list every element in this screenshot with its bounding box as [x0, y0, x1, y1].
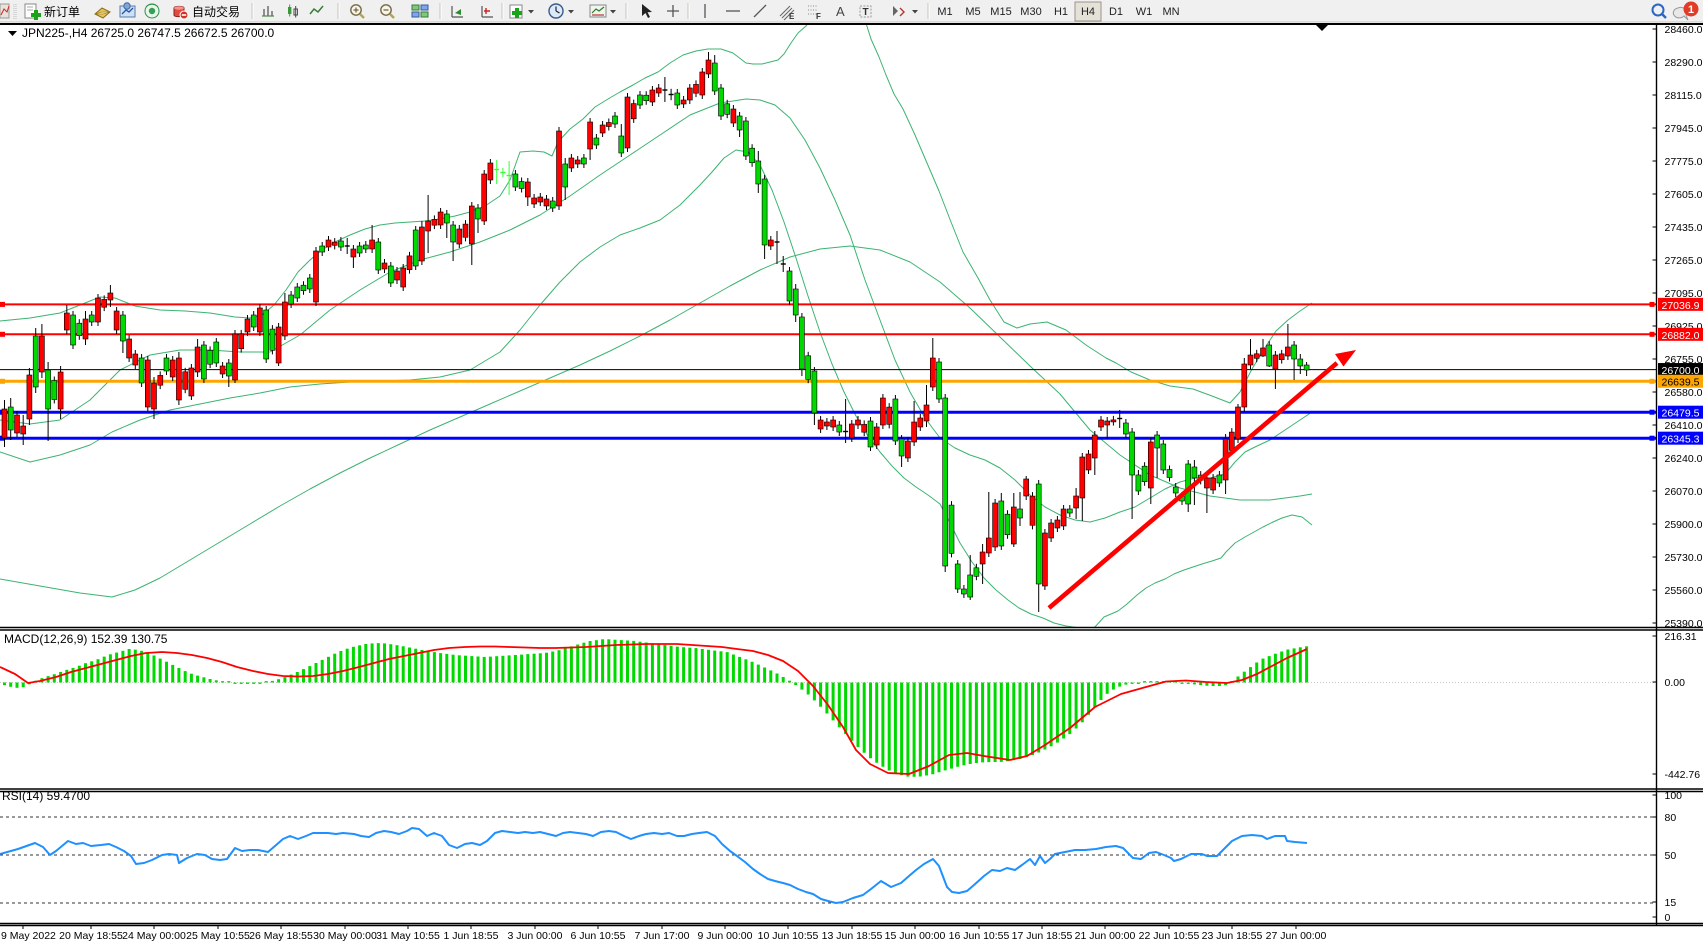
svg-text:1: 1: [1688, 4, 1694, 16]
svg-text:W1: W1: [1136, 6, 1153, 18]
svg-text:9 Jun 00:00: 9 Jun 00:00: [698, 930, 753, 941]
svg-text:216.31: 216.31: [1665, 631, 1697, 643]
svg-text:H4: H4: [1081, 6, 1095, 18]
svg-text:26 May 18:55: 26 May 18:55: [249, 930, 313, 941]
svg-text:30 May 00:00: 30 May 00:00: [313, 930, 377, 941]
svg-text:M15: M15: [990, 6, 1011, 18]
svg-text:26639.5: 26639.5: [1662, 377, 1700, 389]
svg-text:26240.0: 26240.0: [1665, 453, 1703, 465]
svg-text:27435.0: 27435.0: [1665, 222, 1703, 234]
svg-text:15 Jun 00:00: 15 Jun 00:00: [885, 930, 946, 941]
svg-text:17 Jun 18:55: 17 Jun 18:55: [1012, 930, 1073, 941]
svg-text:M30: M30: [1020, 6, 1041, 18]
svg-text:15: 15: [1665, 897, 1677, 909]
svg-text:25730.0: 25730.0: [1665, 552, 1703, 564]
svg-text:D1: D1: [1109, 6, 1123, 18]
svg-text:1 Jun 18:55: 1 Jun 18:55: [444, 930, 499, 941]
svg-text:13 Jun 18:55: 13 Jun 18:55: [822, 930, 883, 941]
svg-text:26070.0: 26070.0: [1665, 486, 1703, 498]
svg-text:24 May 00:00: 24 May 00:00: [122, 930, 186, 941]
svg-text:0.00: 0.00: [1665, 677, 1686, 689]
svg-text:9 May 2022: 9 May 2022: [1, 930, 56, 941]
svg-text:28290.0: 28290.0: [1665, 57, 1703, 69]
svg-text:50: 50: [1665, 850, 1677, 862]
svg-text:25900.0: 25900.0: [1665, 519, 1703, 531]
svg-text:28460.0: 28460.0: [1665, 24, 1703, 36]
svg-text:16 Jun 10:55: 16 Jun 10:55: [949, 930, 1010, 941]
svg-text:MACD(12,26,9) 152.39 130.75: MACD(12,26,9) 152.39 130.75: [4, 632, 168, 646]
svg-text:10 Jun 10:55: 10 Jun 10:55: [758, 930, 819, 941]
svg-text:25390.0: 25390.0: [1665, 618, 1703, 630]
svg-text:26580.0: 26580.0: [1665, 387, 1703, 399]
svg-text:JPN225-,H4 26725.0 26747.5 26: JPN225-,H4 26725.0 26747.5 26672.5 26700…: [22, 26, 275, 40]
svg-text:80: 80: [1665, 812, 1677, 824]
svg-text:7 Jun 17:00: 7 Jun 17:00: [635, 930, 690, 941]
svg-text:27265.0: 27265.0: [1665, 255, 1703, 267]
svg-text:27 Jun 00:00: 27 Jun 00:00: [1266, 930, 1327, 941]
svg-text:H1: H1: [1054, 6, 1068, 18]
svg-text:26755.0: 26755.0: [1665, 354, 1703, 366]
svg-text:25560.0: 25560.0: [1665, 585, 1703, 597]
svg-text:25 May 10:55: 25 May 10:55: [186, 930, 250, 941]
svg-text:F: F: [816, 12, 821, 21]
svg-text:26700.0: 26700.0: [1662, 365, 1700, 377]
svg-text:27775.0: 27775.0: [1665, 156, 1703, 168]
svg-text:T: T: [863, 7, 869, 18]
svg-text:26479.5: 26479.5: [1662, 408, 1700, 420]
svg-text:-442.76: -442.76: [1665, 769, 1701, 781]
svg-text:26345.3: 26345.3: [1662, 434, 1700, 446]
svg-text:RSI(14) 59.4700: RSI(14) 59.4700: [2, 789, 90, 803]
svg-text:E: E: [789, 12, 795, 21]
svg-text:27036.9: 27036.9: [1662, 300, 1700, 312]
svg-text:27095.0: 27095.0: [1665, 288, 1703, 300]
svg-text:27605.0: 27605.0: [1665, 189, 1703, 201]
svg-text:26882.0: 26882.0: [1662, 330, 1700, 342]
svg-text:MN: MN: [1162, 6, 1179, 18]
svg-text:M1: M1: [937, 6, 952, 18]
svg-text:M5: M5: [965, 6, 980, 18]
svg-text:A: A: [836, 4, 845, 19]
svg-text:28115.0: 28115.0: [1665, 90, 1702, 102]
svg-text:26410.0: 26410.0: [1665, 420, 1703, 432]
svg-text:31 May 10:55: 31 May 10:55: [376, 930, 440, 941]
svg-text:0: 0: [1665, 912, 1671, 924]
svg-text:20 May 18:55: 20 May 18:55: [59, 930, 123, 941]
svg-text:100: 100: [1665, 790, 1683, 802]
svg-text:27945.0: 27945.0: [1665, 123, 1703, 135]
svg-text:自动交易: 自动交易: [192, 4, 240, 19]
svg-text:新订单: 新订单: [44, 4, 80, 19]
svg-text:6 Jun 10:55: 6 Jun 10:55: [571, 930, 626, 941]
svg-text:23 Jun 18:55: 23 Jun 18:55: [1202, 930, 1263, 941]
svg-text:21 Jun 00:00: 21 Jun 00:00: [1075, 930, 1136, 941]
svg-text:22 Jun 10:55: 22 Jun 10:55: [1139, 930, 1200, 941]
svg-text:3 Jun 00:00: 3 Jun 00:00: [508, 930, 563, 941]
